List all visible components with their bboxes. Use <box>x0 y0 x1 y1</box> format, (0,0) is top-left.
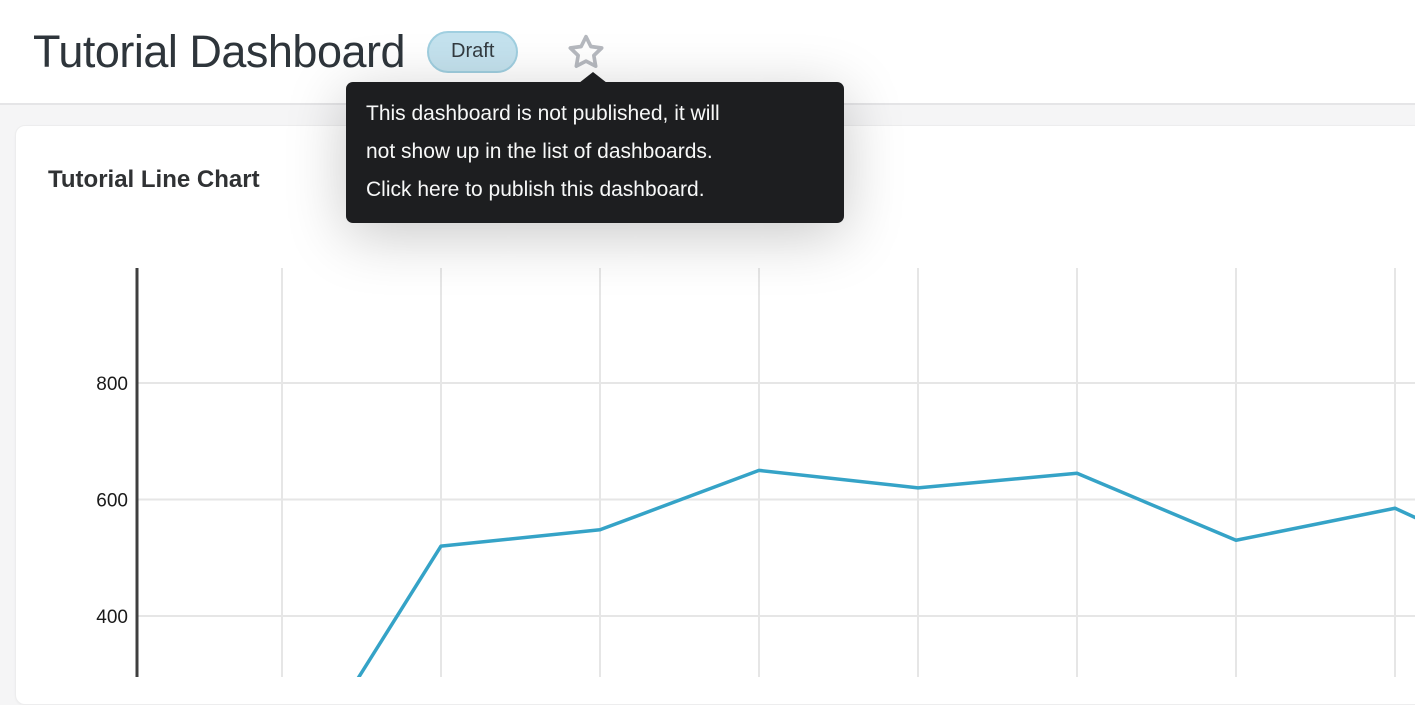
chart-card-title: Tutorial Line Chart <box>48 166 260 193</box>
tooltip-text-line: Click here to publish this dashboard. <box>366 178 705 201</box>
draft-status-badge-label: Draft <box>451 40 495 62</box>
favorite-button[interactable] <box>564 30 608 74</box>
line-series[interactable] <box>282 468 1415 677</box>
publish-tooltip: This dashboard is not published, it will… <box>346 72 844 223</box>
y-axis-tick-label: 800 <box>96 374 128 395</box>
line-chart[interactable]: 400 600 800 <box>0 0 1415 677</box>
draft-status-badge[interactable]: Draft <box>427 30 519 73</box>
y-axis-tick-label: 400 <box>96 607 128 628</box>
page-title[interactable]: Tutorial Dashboard <box>33 25 406 77</box>
tooltip-text-line: not show up in the list of dashboards. <box>366 140 713 163</box>
y-axis-tick-label: 600 <box>96 491 128 512</box>
tooltip-text-line: This dashboard is not published, it will <box>366 102 720 125</box>
tooltip-arrow-icon <box>579 72 607 83</box>
star-icon <box>568 34 604 68</box>
